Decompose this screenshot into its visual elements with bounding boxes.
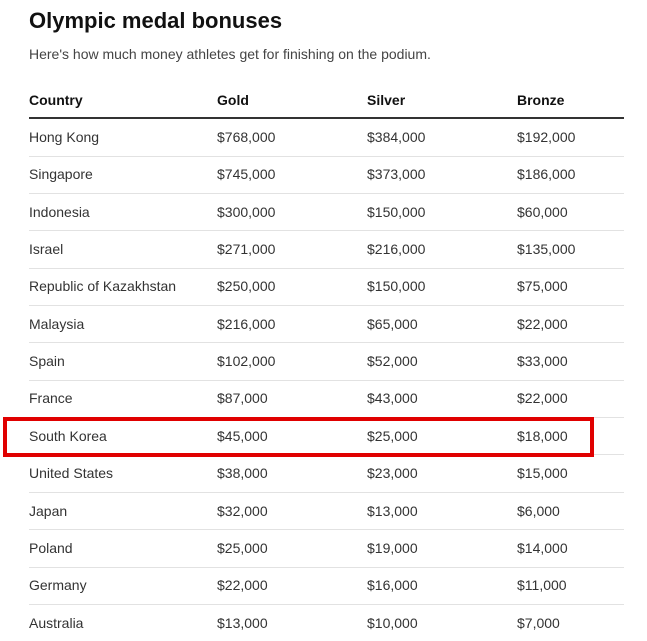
table-cell: $250,000 [217, 278, 276, 295]
table-cell: $7,000 [517, 614, 560, 631]
table-cell: $18,000 [517, 427, 568, 444]
table-cell: $13,000 [217, 614, 268, 631]
table-cell: Republic of Kazakhstan [29, 278, 177, 295]
table-cell: $11,000 [517, 577, 567, 594]
table-cell: $135,000 [517, 241, 576, 258]
row-separator [29, 492, 624, 493]
table-cell: Indonesia [29, 203, 90, 220]
row-separator [29, 156, 624, 157]
table-cell: $745,000 [217, 166, 276, 183]
table-cell: $216,000 [367, 241, 426, 258]
table-cell: $16,000 [367, 577, 418, 594]
table-cell: $150,000 [367, 203, 426, 220]
table-cell: $22,000 [517, 390, 568, 407]
table-cell: $52,000 [367, 353, 418, 370]
table-cell: Poland [29, 539, 73, 556]
table-cell: $87,000 [217, 390, 268, 407]
table-cell: $192,000 [517, 129, 576, 145]
table-cell: $15,000 [517, 465, 568, 482]
table-cell: France [29, 390, 73, 407]
table-cell: $65,000 [367, 315, 418, 332]
row-separator [29, 529, 624, 530]
table-cell: $186,000 [517, 166, 576, 183]
header-rule [29, 117, 624, 119]
table-cell: $23,000 [367, 465, 418, 482]
table-cell: Singapore [29, 166, 93, 183]
table-cell: Malaysia [29, 315, 85, 332]
table-cell: $25,000 [367, 427, 418, 444]
row-separator [29, 604, 624, 605]
column-header: Bronze [517, 92, 565, 108]
table-cell: Spain [29, 353, 65, 370]
table-cell: $60,000 [517, 203, 568, 220]
row-separator [29, 230, 624, 231]
row-separator [29, 380, 624, 381]
table-cell: Australia [29, 614, 84, 631]
table-cell: Israel [29, 241, 64, 258]
row-separator [29, 342, 624, 343]
table-cell: $32,000 [217, 502, 268, 519]
table-cell: Hong Kong [29, 129, 100, 145]
table-cell: $43,000 [367, 390, 418, 407]
column-header: Gold [217, 92, 249, 108]
table-cell: $14,000 [517, 539, 568, 556]
table-cell: $384,000 [367, 129, 426, 145]
table-cell: $6,000 [517, 502, 560, 519]
subtitle: Here's how much money athletes get for f… [29, 46, 431, 62]
row-separator [29, 567, 624, 568]
table-cell: Japan [29, 502, 68, 519]
table-cell: $22,000 [517, 315, 568, 332]
table-cell: $22,000 [217, 577, 268, 594]
row-separator [29, 193, 624, 194]
table-cell: $102,000 [217, 353, 276, 370]
table-cell: Germany [29, 577, 87, 594]
table-cell: $19,000 [367, 539, 418, 556]
table-cell: $10,000 [367, 614, 418, 631]
table-cell: $38,000 [217, 465, 268, 482]
title: Olympic medal bonuses [29, 8, 283, 33]
row-separator [29, 268, 624, 269]
table-cell: $75,000 [517, 278, 568, 295]
row-separator [29, 305, 624, 306]
table-cell: $271,000 [217, 241, 276, 258]
highlight-box [3, 417, 594, 457]
table-cell: $45,000 [217, 427, 268, 444]
table-cell: $33,000 [517, 353, 568, 370]
table-cell: United States [29, 465, 114, 482]
column-header: Country [29, 92, 83, 108]
table-cell: $768,000 [217, 129, 276, 145]
table-cell: $25,000 [217, 539, 268, 556]
table-cell: $300,000 [217, 203, 276, 220]
table-cell: $216,000 [217, 315, 276, 332]
table-cell: $13,000 [367, 502, 418, 519]
table-cell: $373,000 [367, 166, 426, 183]
table-cell: $150,000 [367, 278, 426, 295]
column-header: Silver [367, 92, 406, 108]
table-cell: South Korea [29, 427, 107, 444]
